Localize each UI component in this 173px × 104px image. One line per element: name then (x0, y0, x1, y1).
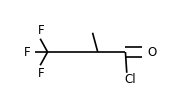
Text: O: O (148, 46, 157, 58)
Text: F: F (38, 24, 45, 37)
Text: Cl: Cl (124, 73, 136, 85)
Text: F: F (38, 67, 45, 80)
Text: F: F (24, 46, 31, 58)
